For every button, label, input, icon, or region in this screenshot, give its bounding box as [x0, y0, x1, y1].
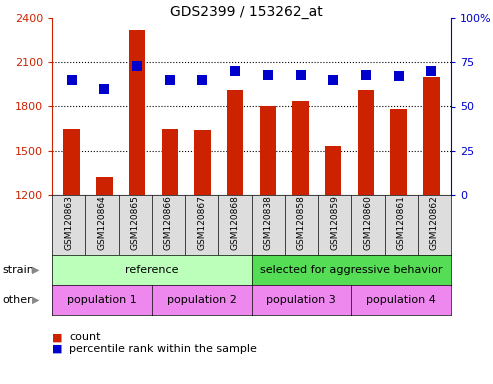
- Bar: [96, 177, 112, 195]
- Point: [427, 68, 435, 74]
- Point: [329, 77, 337, 83]
- Text: GSM120861: GSM120861: [397, 195, 406, 250]
- Text: GSM120838: GSM120838: [264, 195, 273, 250]
- Text: ▶: ▶: [32, 265, 39, 275]
- Bar: [292, 101, 309, 195]
- Text: GSM120866: GSM120866: [164, 195, 173, 250]
- Point: [166, 77, 174, 83]
- Point: [101, 86, 108, 92]
- Text: strain: strain: [2, 265, 35, 275]
- Text: GSM120859: GSM120859: [330, 195, 339, 250]
- Text: population 3: population 3: [267, 295, 336, 305]
- Point: [297, 71, 305, 78]
- Bar: [129, 30, 145, 195]
- Text: count: count: [69, 332, 101, 342]
- Point: [362, 71, 370, 78]
- Point: [231, 68, 239, 74]
- Bar: [358, 90, 374, 195]
- Text: population 2: population 2: [167, 295, 237, 305]
- Point: [68, 77, 75, 83]
- Bar: [390, 109, 407, 195]
- Text: GSM120858: GSM120858: [297, 195, 306, 250]
- Point: [199, 77, 207, 83]
- Text: GSM120863: GSM120863: [64, 195, 73, 250]
- Bar: [227, 90, 244, 195]
- Bar: [194, 130, 211, 195]
- Text: GSM120868: GSM120868: [230, 195, 240, 250]
- Text: other: other: [2, 295, 32, 305]
- Text: GSM120865: GSM120865: [131, 195, 140, 250]
- Text: GSM120867: GSM120867: [197, 195, 206, 250]
- Text: ■: ■: [52, 344, 63, 354]
- Bar: [64, 129, 80, 195]
- Point: [133, 63, 141, 69]
- Text: reference: reference: [125, 265, 178, 275]
- Bar: [162, 129, 178, 195]
- Point: [264, 71, 272, 78]
- Bar: [260, 106, 276, 195]
- Text: GSM120862: GSM120862: [430, 195, 439, 250]
- Point: [395, 73, 403, 79]
- Text: GDS2399 / 153262_at: GDS2399 / 153262_at: [170, 5, 323, 19]
- Bar: [325, 146, 342, 195]
- Text: GSM120860: GSM120860: [363, 195, 372, 250]
- Text: population 4: population 4: [366, 295, 436, 305]
- Text: GSM120864: GSM120864: [98, 195, 106, 250]
- Text: population 1: population 1: [67, 295, 137, 305]
- Text: percentile rank within the sample: percentile rank within the sample: [69, 344, 257, 354]
- Text: ▶: ▶: [32, 295, 39, 305]
- Text: selected for aggressive behavior: selected for aggressive behavior: [260, 265, 443, 275]
- Bar: [423, 77, 440, 195]
- Text: ■: ■: [52, 332, 63, 342]
